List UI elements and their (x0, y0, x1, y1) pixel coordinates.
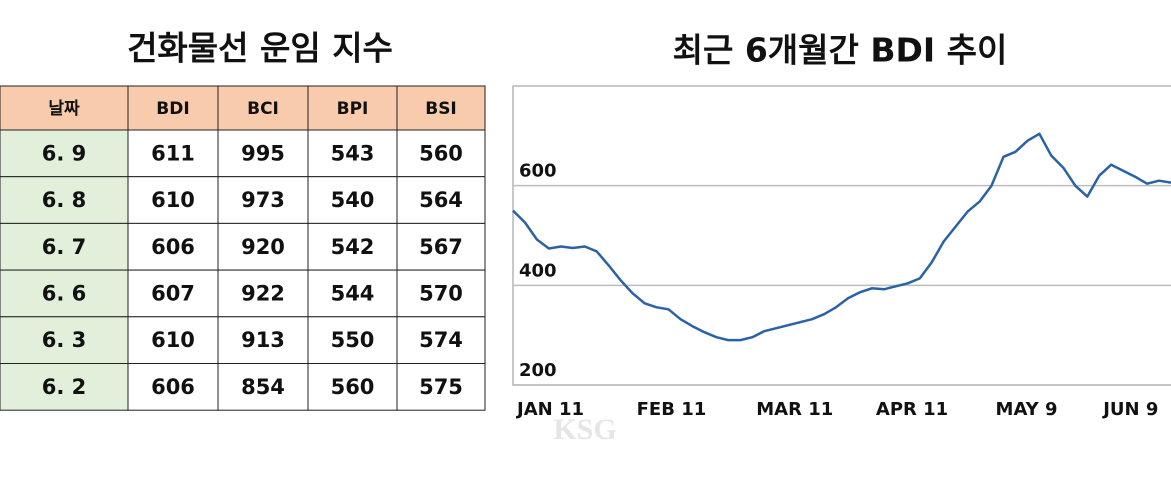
cell-text: 920 (241, 235, 285, 259)
header-text: 날짜 (48, 99, 80, 119)
cell-text: 6. 3 (42, 328, 87, 352)
header-text: BCI (247, 99, 279, 119)
cell-text: 995 (241, 141, 285, 165)
cell-text: 570 (419, 281, 463, 305)
table-cell (396, 176, 486, 224)
table-cell (0, 176, 129, 224)
y-tick-label: 400 (519, 260, 557, 281)
table-cell (396, 129, 486, 178)
table-cell (396, 363, 486, 411)
cell-text: 913 (241, 328, 285, 352)
cell-text: 610 (151, 188, 195, 212)
cell-text: 560 (331, 375, 375, 399)
table-cell (396, 316, 486, 364)
table-cell (217, 316, 309, 364)
header-text: BPI (337, 99, 369, 119)
cell-text: 607 (151, 281, 195, 305)
cell-text: 560 (419, 141, 463, 165)
table-cell (307, 129, 398, 178)
table-cell (0, 129, 129, 178)
header-cell (217, 85, 309, 131)
header-cell (396, 85, 486, 131)
data-line (512, 132, 1171, 342)
cell-text: 606 (151, 235, 195, 259)
cell-text: 6. 6 (42, 281, 87, 305)
table-cell (0, 363, 129, 411)
cell-text: 973 (241, 188, 285, 212)
table-cell (307, 222, 398, 271)
table-cell (217, 222, 309, 271)
cell-text: 854 (241, 375, 285, 399)
watermark: KSG (553, 413, 616, 446)
cell-text: 6. 9 (42, 141, 87, 165)
x-tick-label: MAY 9 (996, 399, 1058, 420)
cell-text: 6. 8 (42, 188, 87, 212)
x-tick-label: JUN 9 (1101, 399, 1158, 420)
y-tick-label: 200 (519, 360, 557, 381)
table-cell (127, 176, 219, 224)
x-tick-label: FEB 11 (637, 399, 707, 420)
cell-text: 550 (331, 328, 375, 352)
table-cell (307, 316, 398, 364)
table-cell (217, 176, 309, 224)
table-cell (127, 316, 219, 364)
cell-text: 6. 7 (42, 235, 87, 259)
header-cell (307, 85, 398, 131)
table-cell (0, 269, 129, 318)
table-title: 건화물선 운임 지수 (127, 29, 393, 68)
table-cell (217, 129, 309, 178)
cell-text: 540 (331, 188, 375, 212)
cell-text: 544 (331, 281, 375, 305)
chart-title: 최근 6개월간 BDI 추이 (673, 31, 1008, 70)
cell-text: 542 (331, 235, 375, 259)
table-cell (307, 176, 398, 224)
cell-text: 610 (151, 328, 195, 352)
cell-text: 922 (241, 281, 285, 305)
table-cell (127, 129, 219, 178)
table-cell (217, 363, 309, 411)
header-text: BSI (425, 99, 457, 119)
cell-text: 6. 2 (42, 375, 87, 399)
cell-text: 567 (419, 235, 463, 259)
x-tick-label: MAR 11 (756, 399, 833, 420)
cell-text: 611 (151, 141, 195, 165)
cell-text: 543 (331, 141, 375, 165)
table-cell (396, 222, 486, 271)
cell-text: 564 (419, 188, 463, 212)
header-text: BDI (156, 99, 189, 119)
plot-frame (512, 85, 1171, 386)
y-tick-label: 600 (519, 161, 557, 182)
cell-text: 575 (419, 375, 463, 399)
x-tick-label: JAN 11 (515, 399, 584, 420)
cell-text: 606 (151, 375, 195, 399)
table-cell (217, 269, 309, 318)
header-cell (0, 85, 129, 131)
x-tick-label: APR 11 (876, 399, 948, 420)
table-cell (127, 269, 219, 318)
cell-text: 574 (419, 328, 463, 352)
